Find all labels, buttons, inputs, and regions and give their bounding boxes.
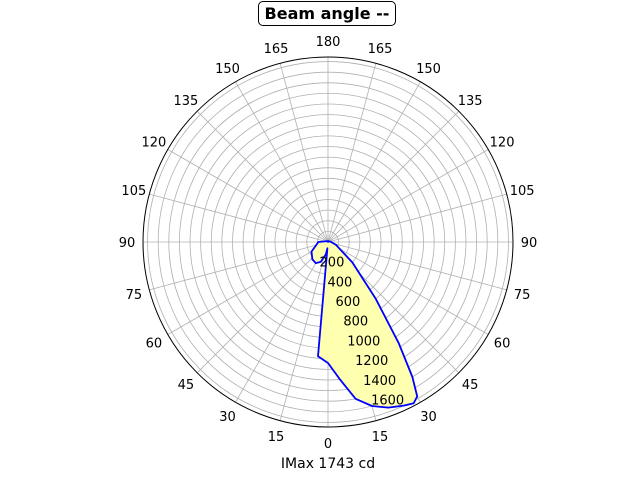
angular-gridline (196, 241, 329, 374)
angle-tick-label: 75 (514, 288, 531, 303)
radial-tick-label: 200 (320, 256, 345, 271)
angle-tick-label: 15 (372, 430, 389, 445)
angular-gridline (327, 81, 421, 243)
angle-tick-label: 45 (178, 378, 195, 393)
angle-tick-label: 30 (219, 410, 236, 425)
angle-tick-label: 90 (521, 236, 538, 251)
angle-tick-label: 165 (264, 42, 289, 57)
angle-tick-label: 90 (119, 236, 136, 251)
radial-tick-label: 1400 (363, 374, 396, 389)
angle-tick-label: 0 (324, 437, 332, 452)
angular-gridline (167, 149, 329, 243)
intensity-fill (311, 241, 418, 408)
radial-tick-label: 600 (335, 295, 360, 310)
angle-tick-label: 150 (215, 62, 240, 77)
radial-tick-label: 800 (343, 315, 368, 330)
radial-tick-label: 1000 (347, 334, 380, 349)
angular-gridline (196, 110, 329, 243)
angle-tick-label: 120 (490, 136, 515, 151)
angular-gridline (327, 149, 489, 243)
angle-tick-label: 60 (146, 337, 163, 352)
angular-gridline (327, 241, 489, 335)
angle-tick-label: 45 (462, 378, 479, 393)
angle-tick-label: 30 (420, 410, 437, 425)
angular-gridline (235, 81, 329, 243)
angular-gridline (327, 241, 507, 291)
angle-tick-label: 150 (416, 62, 441, 77)
angular-gridline (327, 193, 507, 243)
angular-gridline (235, 241, 329, 403)
angle-tick-label: 120 (142, 136, 167, 151)
radial-tick-label: 400 (327, 275, 352, 290)
angular-gridline (279, 63, 329, 243)
angle-tick-label: 105 (510, 184, 535, 199)
angle-tick-label: 135 (458, 94, 483, 109)
radial-tick-label: 1200 (355, 354, 388, 369)
angle-tick-label: 15 (268, 430, 285, 445)
angle-tick-label: 60 (494, 337, 511, 352)
angle-tick-label: 180 (316, 35, 341, 50)
angle-tick-label: 165 (368, 42, 393, 57)
angular-gridline (167, 241, 329, 335)
angle-tick-label: 105 (121, 184, 146, 199)
angular-gridline (149, 193, 329, 243)
angle-tick-label: 75 (126, 288, 143, 303)
angular-gridline (149, 241, 329, 291)
x-axis-label: IMax 1743 cd (280, 456, 376, 472)
radial-tick-label: 1600 (371, 393, 404, 408)
intensity-curve (310, 240, 419, 409)
polar-frame (142, 56, 514, 428)
angle-tick-label: 135 (173, 94, 198, 109)
angular-gridline (279, 241, 329, 421)
angular-gridline (327, 110, 460, 243)
chart-title: Beam angle -- (258, 1, 396, 26)
angular-gridline (327, 63, 377, 243)
